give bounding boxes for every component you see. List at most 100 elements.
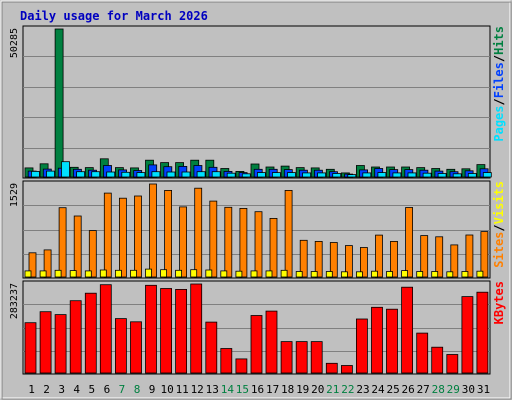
bar-kbytes-day-31 (476, 291, 489, 374)
bar-kbytes-day-3 (54, 314, 67, 374)
bar-pages-day-28 (437, 173, 447, 178)
bar-sites-day-20 (314, 240, 323, 278)
bar-visits-day-24 (371, 270, 378, 278)
bar-sites-day-30 (465, 234, 474, 278)
x-axis-day-labels: 1 2 3 4 5 6 7 8 9 10 11 12 13 14 15 16 17 18 19 20 21 22 23 24 2… (28, 383, 490, 396)
x-tick-label: 20 (311, 383, 324, 396)
bar-visits-day-13 (205, 269, 213, 278)
bar-visits-day-9 (145, 268, 152, 278)
x-tick-label: 4 (73, 383, 80, 396)
bar-sites-day-18 (284, 189, 293, 278)
bar-pages-day-25 (392, 172, 402, 178)
bar-sites-day-5 (88, 230, 97, 278)
bar-sites-day-13 (209, 200, 218, 278)
bar-visits-day-18 (280, 269, 288, 278)
x-tick-label: 23 (356, 383, 369, 396)
bar-sites-day-14 (224, 206, 233, 278)
bar-hits-day-3 (54, 28, 64, 178)
panel-frame (22, 25, 491, 179)
bar-kbytes-day-29 (446, 354, 459, 374)
bar-pages-day-22 (347, 174, 357, 178)
bar-sites-day-16 (254, 211, 263, 278)
bar-visits-day-5 (84, 270, 92, 278)
x-tick-label: 28 (432, 383, 445, 396)
bar-visits-day-31 (476, 270, 484, 278)
bar-pages-day-10 (166, 171, 176, 178)
bar-visits-day-29 (446, 271, 454, 278)
bar-sites-day-3 (58, 207, 67, 278)
x-tick-label: 17 (266, 383, 279, 396)
bar-sites-day-12 (194, 187, 203, 278)
bar-kbytes-day-20 (310, 341, 323, 374)
bar-visits-day-27 (416, 271, 424, 278)
x-tick-label: 8 (134, 383, 141, 396)
sites-visits-panel: 1529 Sites/Visits (9, 180, 506, 279)
x-tick-label: 12 (191, 383, 204, 396)
x-tick-label: 7 (119, 383, 126, 396)
bar-kbytes-day-17 (265, 310, 278, 374)
bar-visits-day-12 (190, 269, 198, 278)
bar-pages-day-31 (482, 172, 492, 178)
x-tick-label: 16 (251, 383, 264, 396)
chart-title: Daily usage for March 2026 (20, 9, 208, 23)
x-tick-label: 15 (236, 383, 249, 396)
panel-legend: Pages/Files/Hits (492, 26, 506, 142)
bar-pages-day-14 (226, 172, 236, 178)
bar-visits-day-3 (54, 269, 62, 278)
bar-visits-day-25 (386, 271, 393, 278)
bar-sites-day-1 (28, 252, 37, 278)
legend-entry: KBytes (492, 281, 506, 324)
bar-pages-day-23 (362, 172, 372, 178)
bar-pages-day-21 (332, 173, 342, 178)
bar-visits-day-16 (250, 270, 258, 278)
bar-kbytes-day-28 (431, 346, 444, 374)
bar-kbytes-day-14 (220, 348, 233, 374)
kbytes-panel: 283237 KBytes (9, 280, 506, 375)
bar-kbytes-day-18 (280, 341, 293, 374)
bar-pages-day-9 (151, 171, 161, 178)
x-tick-label: 3 (58, 383, 65, 396)
bar-kbytes-day-10 (160, 288, 173, 374)
bar-visits-day-1 (24, 270, 32, 278)
bar-kbytes-day-15 (235, 358, 248, 374)
x-tick-label: 31 (477, 383, 490, 396)
bar-pages-day-15 (241, 173, 251, 178)
bar-pages-day-30 (467, 173, 477, 178)
x-tick-label: 26 (401, 383, 414, 396)
x-tick-label: 21 (326, 383, 339, 396)
bar-sites-day-22 (344, 245, 353, 278)
bar-visits-day-7 (115, 269, 122, 278)
bar-visits-day-14 (220, 270, 228, 278)
legend-entry: Files (492, 62, 506, 98)
x-tick-label: 18 (281, 383, 294, 396)
bar-sites-day-31 (480, 231, 489, 278)
bar-visits-day-21 (325, 271, 333, 278)
bar-kbytes-day-8 (130, 321, 142, 374)
bar-kbytes-day-9 (145, 284, 157, 374)
bar-visits-day-6 (99, 269, 107, 278)
bar-kbytes-day-27 (416, 332, 429, 374)
bar-kbytes-day-16 (250, 315, 263, 374)
legend-entry: Sites (492, 232, 506, 268)
y-max-label: 1529 (9, 183, 20, 207)
bar-visits-day-8 (130, 269, 137, 278)
bar-sites-day-21 (329, 242, 338, 278)
x-tick-label: 6 (104, 383, 111, 396)
x-tick-label: 25 (386, 383, 399, 396)
x-tick-label: 9 (149, 383, 156, 396)
bar-pages-day-12 (196, 171, 206, 178)
x-tick-label: 10 (160, 383, 173, 396)
bar-sites-day-4 (73, 215, 82, 278)
x-tick-label: 22 (341, 383, 354, 396)
bar-sites-day-10 (164, 189, 173, 278)
bar-kbytes-day-1 (24, 322, 37, 374)
y-max-label: 50285 (9, 28, 20, 58)
bar-sites-day-19 (299, 239, 308, 278)
x-tick-label: 14 (221, 383, 235, 396)
bar-kbytes-day-12 (190, 283, 203, 374)
bar-kbytes-day-25 (386, 308, 398, 374)
x-tick-label: 13 (206, 383, 219, 396)
bar-visits-day-26 (401, 270, 409, 278)
bar-pages-day-16 (256, 172, 266, 178)
